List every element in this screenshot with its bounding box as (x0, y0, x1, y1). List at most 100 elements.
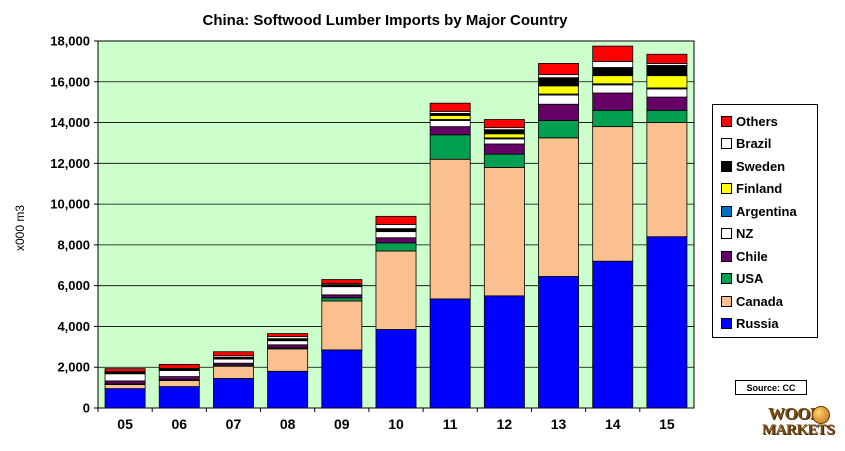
legend-swatch (721, 116, 732, 127)
chart-title: China: Softwood Lumber Imports by Major … (203, 12, 569, 29)
bar-finland-14 (593, 76, 633, 84)
x-tick-label: 09 (334, 416, 350, 432)
legend-item-sweden: Sweden (721, 158, 785, 174)
bar-russia-06 (159, 387, 199, 408)
bar-others-05 (105, 369, 145, 372)
x-tick-label: 10 (388, 416, 404, 432)
legend-swatch (721, 206, 732, 217)
bar-nz-08 (268, 341, 308, 345)
bar-others-07 (213, 352, 253, 356)
bar-chile-10 (376, 238, 416, 243)
bar-others-14 (593, 46, 633, 61)
bar-usa-11 (430, 135, 470, 159)
bar-canada-11 (430, 159, 470, 299)
legend-label: Brazil (736, 136, 771, 151)
x-tick-label: 11 (443, 416, 458, 432)
bar-others-13 (539, 63, 579, 74)
bar-others-10 (376, 216, 416, 224)
legend-label: NZ (736, 226, 753, 241)
x-tick-label: 08 (280, 416, 296, 432)
bar-nz-10 (376, 232, 416, 238)
bar-russia-13 (539, 276, 579, 408)
y-tick-label: 18,000 (50, 34, 90, 49)
legend-swatch (721, 183, 732, 194)
legend-item-brazil: Brazil (721, 136, 771, 152)
bar-nz-05 (105, 374, 145, 381)
bar-finland-11 (430, 115, 470, 119)
legend-label: Argentina (736, 204, 797, 219)
bar-sweden-12 (484, 130, 524, 134)
bar-chile-11 (430, 127, 470, 135)
bar-nz-14 (593, 85, 633, 93)
x-tick-label: 05 (117, 416, 133, 432)
y-tick-label: 2,000 (57, 360, 90, 375)
bar-nz-06 (159, 370, 199, 376)
x-tick-label: 07 (226, 416, 242, 432)
bar-nz-13 (539, 95, 579, 104)
bar-sweden-14 (593, 68, 633, 76)
legend-swatch (721, 251, 732, 262)
legend-label: Finland (736, 181, 782, 196)
legend-label: Sweden (736, 159, 785, 174)
bar-canada-10 (376, 251, 416, 330)
bar-usa-09 (322, 298, 362, 301)
x-tick-label: 12 (497, 416, 513, 432)
legend-swatch (721, 138, 732, 149)
y-tick-label: 6,000 (57, 278, 90, 293)
bar-canada-14 (593, 127, 633, 262)
wood-markets-logo: WOOD MARKETS (760, 404, 840, 444)
x-tick-label: 15 (659, 416, 675, 432)
bar-finland-13 (539, 86, 579, 94)
legend-item-canada: Canada (721, 293, 783, 309)
legend-swatch (721, 161, 732, 172)
bar-usa-13 (539, 121, 579, 138)
y-axis: 02,0004,0006,0008,00010,00012,00014,0001… (50, 34, 98, 416)
bar-others-11 (430, 103, 470, 111)
x-tick-label: 13 (551, 416, 567, 432)
legend-item-finland: Finland (721, 181, 782, 197)
bar-others-09 (322, 280, 362, 284)
legend-swatch (721, 273, 732, 284)
bar-usa-10 (376, 243, 416, 251)
bar-russia-05 (105, 389, 145, 408)
bar-others-08 (268, 334, 308, 337)
bar-canada-08 (268, 349, 308, 371)
bar-nz-09 (322, 287, 362, 295)
legend-item-russia: Russia (721, 316, 779, 332)
legend-item-usa: USA (721, 271, 763, 287)
bar-canada-13 (539, 138, 579, 277)
y-tick-label: 14,000 (50, 115, 90, 130)
bar-finland-12 (484, 134, 524, 138)
bar-nz-11 (430, 121, 470, 127)
bar-canada-12 (484, 167, 524, 295)
bar-sweden-15 (647, 65, 687, 75)
bar-chile-06 (159, 377, 199, 380)
bar-chile-09 (322, 295, 362, 298)
bar-russia-14 (593, 261, 633, 408)
bar-russia-15 (647, 237, 687, 408)
legend-swatch (721, 228, 732, 239)
bar-finland-15 (647, 76, 687, 88)
bar-brazil-10 (376, 225, 416, 229)
legend-label: Chile (736, 249, 768, 264)
bar-chile-05 (105, 381, 145, 384)
bar-usa-15 (647, 110, 687, 122)
bar-nz-07 (213, 359, 253, 363)
y-tick-label: 8,000 (57, 237, 90, 252)
bar-others-06 (159, 364, 199, 368)
y-axis-label: x000 m3 (13, 205, 27, 251)
source-label: Source: CC (735, 380, 807, 395)
bar-others-15 (647, 54, 687, 63)
y-tick-label: 0 (83, 401, 90, 416)
bar-canada-07 (213, 366, 253, 378)
legend-item-nz: NZ (721, 226, 753, 242)
bar-others-12 (484, 120, 524, 128)
bar-brazil-13 (539, 75, 579, 78)
bar-russia-10 (376, 330, 416, 409)
bar-canada-09 (322, 301, 362, 350)
legend-swatch (721, 318, 732, 329)
bar-nz-12 (484, 139, 524, 144)
